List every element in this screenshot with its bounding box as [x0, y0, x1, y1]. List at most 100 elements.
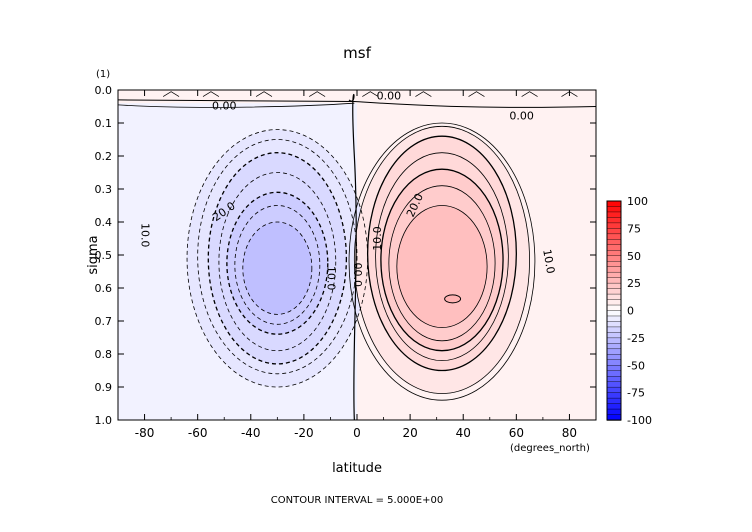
colorbar-swatch-31 [606, 370, 622, 377]
contour-label-3: 00.0 [351, 263, 364, 288]
colorbar-swatch-9 [606, 250, 622, 257]
colorbar-swatch-1 [606, 206, 622, 213]
colorbar-label-5: -25 [627, 332, 645, 345]
colorbar-label-7: -75 [627, 387, 645, 400]
x-tick-label-6: 40 [456, 426, 471, 440]
colorbar-label-0: 100 [627, 195, 648, 208]
colorbar-swatch-20 [606, 310, 622, 317]
colorbar-swatch-6 [606, 233, 622, 241]
y-tick-label-8: 0.8 [95, 348, 113, 361]
colorbar-swatch-29 [606, 359, 622, 366]
colorbar-swatch-7 [606, 239, 622, 246]
colorbar-swatch-3 [606, 217, 622, 224]
colorbar-label-2: 50 [627, 250, 641, 263]
y-tick-label-4: 0.4 [95, 216, 113, 229]
band-top-layer [118, 90, 596, 104]
band-north-4 [396, 205, 488, 328]
y-axis: 0.0 0.1 0.2 0.3 0.4 0.5 0.6 0.7 0.8 0.9 1.0 [95, 84, 596, 427]
colorbar-swatch-19 [606, 304, 622, 312]
contour-south-3 [218, 172, 337, 352]
contour-zero-top [118, 99, 596, 108]
units-label: (1) [96, 69, 110, 80]
contour-north-2 [366, 135, 517, 372]
x-tick-label-4: 0 [353, 426, 361, 440]
contour-north-6 [396, 205, 488, 328]
y-tick-label-6: 0.6 [95, 282, 113, 295]
y-tick-label-7: 0.7 [95, 315, 113, 328]
y-axis-label: sigma [86, 235, 101, 274]
x-tick-label-7: 60 [509, 426, 524, 440]
colorbar-swatch-32 [606, 376, 622, 383]
colorbar-swatch-11 [606, 261, 622, 268]
colorbar-swatch-23 [606, 326, 622, 334]
contour-top-wiggle-4 [362, 91, 379, 97]
contour-interval-footer: CONTOUR INTERVAL = 5.000E+00 [271, 495, 443, 506]
contour-top-wiggle-0 [162, 91, 180, 97]
colorbar-swatch-18 [606, 299, 622, 306]
colorbar-swatch-4 [606, 222, 622, 230]
colorbar-swatch-0 [606, 200, 622, 208]
contour-label-9: 10.0 [540, 248, 557, 274]
colorbar-label-1: 75 [627, 222, 641, 235]
colorbar-swatch-33 [606, 381, 622, 388]
contour-top-wiggle-1 [202, 91, 220, 97]
contour-lines [118, 91, 596, 420]
colorbar-swatch-36 [606, 397, 622, 405]
colorbar-swatch-24 [606, 332, 622, 339]
x-tick-label-3: -20 [294, 426, 314, 440]
contour-south-6 [242, 221, 313, 315]
colorbar-swatch-8 [606, 244, 622, 251]
chart-title: msf [343, 44, 371, 62]
colorbar-swatch-22 [606, 321, 622, 328]
x-axis: -80 -60 -40 -20 0 20 40 60 80 [117, 90, 597, 440]
contour-top-wiggle-5 [415, 91, 432, 97]
contour-zero-equator [348, 94, 357, 420]
contour-north-4 [380, 168, 504, 352]
colorbar-swatch-2 [606, 211, 622, 219]
y-tick-label-3: 0.3 [95, 183, 113, 196]
colorbar-label-4: 0 [627, 305, 634, 318]
colorbar-swatch-28 [606, 354, 622, 361]
colorbar-swatch-34 [606, 386, 622, 394]
y-tick-label-0: 0.0 [95, 84, 113, 97]
colorbar-label-8: -100 [627, 414, 652, 427]
colorbar-swatch-12 [606, 266, 622, 273]
contour-label-2: 0.00 [509, 109, 534, 122]
contour-label-0: 0.00 [212, 100, 237, 113]
colorbar-swatch-26 [606, 343, 622, 350]
colorbar-swatch-30 [606, 365, 622, 372]
colorbar-frame [606, 200, 622, 421]
x-tick-label-0: -80 [135, 426, 155, 440]
y-tick-label-1: 0.1 [95, 117, 113, 130]
x-tick-label-8: 80 [562, 426, 577, 440]
contour-top-wiggle-7 [521, 91, 538, 97]
colorbar-swatch-5 [606, 228, 622, 235]
contour-label-1: 0.00 [377, 90, 402, 103]
colorbar: 100 75 50 25 0 -25 -50 -75 -100 [606, 195, 652, 427]
contour-top-wiggle-2 [255, 91, 273, 97]
x-tick-label-1: -60 [188, 426, 208, 440]
colorbar-swatch-38 [606, 408, 622, 416]
y-tick-label-2: 0.2 [95, 150, 113, 163]
contour-south-4 [226, 191, 329, 335]
contour-top-wiggle-3 [309, 91, 326, 97]
contour-north-1 [353, 125, 531, 395]
contour-north-3 [375, 152, 509, 361]
contour-zero-top-south [118, 102, 355, 108]
colorbar-swatch-35 [606, 392, 622, 399]
x-tick-label-5: 20 [402, 426, 417, 440]
x-units-label: (degrees_north) [510, 443, 590, 454]
y-tick-label-5: 0.5 [95, 249, 113, 262]
y-tick-label-9: 0.9 [95, 381, 113, 394]
filled-contours [118, 90, 596, 420]
contour-south-1 [197, 139, 358, 375]
contour-south-5 [234, 205, 321, 325]
contour-north-0 [348, 122, 536, 401]
band-south-4 [242, 222, 312, 315]
colorbar-swatch-15 [606, 282, 622, 290]
colorbar-swatch-17 [606, 293, 622, 301]
x-tick-label-2: -40 [241, 426, 261, 440]
y-tick-label-10: 1.0 [95, 414, 113, 427]
contour-label-4: 10.0 [139, 223, 152, 248]
